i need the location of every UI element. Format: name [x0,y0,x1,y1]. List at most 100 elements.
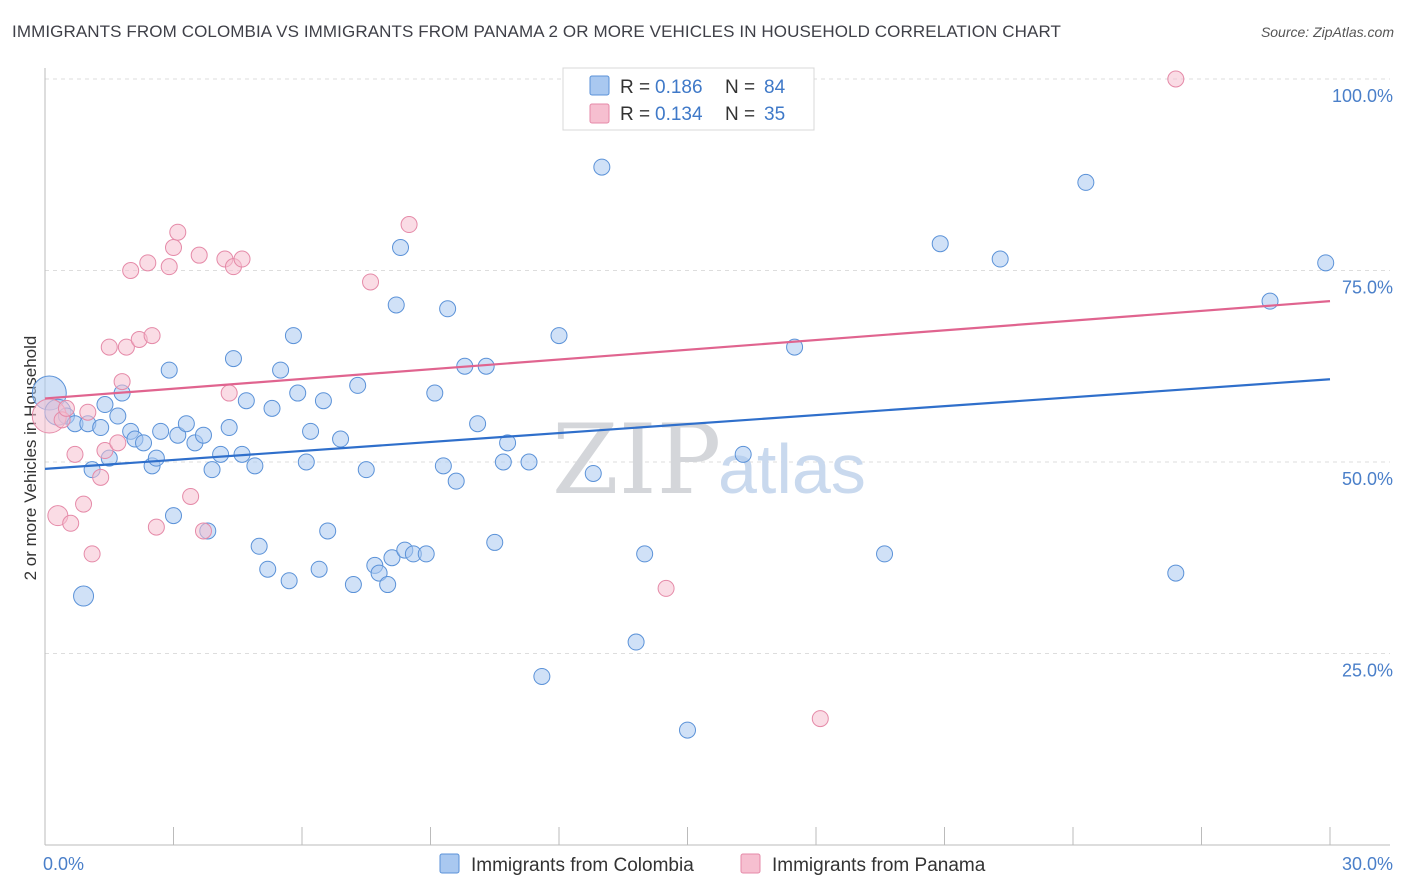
panama-point [190,246,208,264]
x-tick-labels: 0.0% 30.0% [43,854,1393,874]
legend-n-value-panama: 35 [764,104,785,125]
watermark-zip: ZIP [552,404,721,516]
y-tick-label: 75.0% [1342,278,1393,298]
colombia-point [289,384,307,402]
panama-point [1167,70,1185,88]
colombia-point [297,453,315,471]
colombia-point [383,549,401,567]
colombia-point [786,338,804,356]
colombia-point [931,235,949,253]
axes [44,68,1390,846]
panama-point [117,338,135,356]
panama-point [96,442,114,460]
panama-point [147,518,165,536]
colombia-point [237,392,255,410]
colombia-point [392,239,410,257]
colombia-point [160,361,178,379]
panama-point [75,495,93,513]
panama-point [194,522,212,540]
colombia-point [220,419,238,437]
y-tick-label: 25.0% [1342,661,1393,681]
legend-n-label-colombia: N = [725,77,755,98]
legend-r-label-colombia: R = [620,77,650,98]
colombia-point [494,453,512,471]
panama-point [233,250,251,268]
colombia-point [250,537,268,555]
colombia-point [469,415,487,433]
colombia-point [165,507,182,525]
colombia-point [109,407,127,425]
colombia-point [203,461,221,479]
colombia-point [177,415,195,433]
legend-r-value-panama: 0.134 [655,104,703,125]
colombia-trend-line [44,378,1331,470]
legend-r-label-panama: R = [620,104,650,125]
colombia-point [486,533,504,551]
legend-box: R = 0.186 N = 84 R = 0.134 N = 35 [562,67,815,131]
colombia-point [92,419,110,437]
y-axis-title: 2 or more Vehicles in Household [21,336,40,581]
panama-point [109,434,127,452]
colombia-point [349,376,367,394]
y-tick-labels: 25.0% 50.0% 75.0% 100.0% [1332,86,1393,681]
colombia-point [627,633,645,651]
panama-point [143,327,161,345]
colombia-point [876,545,894,563]
colombia-point [434,457,452,475]
bottom-legend-panama: Immigrants from Panama [772,855,986,876]
colombia-point [259,560,277,578]
colombia-point [272,361,290,379]
colombia-point [152,422,170,440]
colombia-point [1077,173,1095,191]
watermark: ZIP atlas [552,404,866,516]
panama-trend-line [44,300,1331,400]
colombia-point [387,296,405,314]
panama-point [79,403,97,421]
panama-point [160,258,178,276]
colombia-point [1167,564,1185,582]
colombia-point [310,560,328,578]
legend-r-value-colombia: 0.186 [655,77,703,98]
x-tick-label-min: 0.0% [43,854,84,874]
colombia-point [593,158,611,176]
panama-point [113,373,131,391]
colombia-point [147,449,165,467]
colombia-points [31,158,1335,739]
colombia-point [224,350,242,368]
colombia-point [417,545,435,563]
colombia-point [357,461,375,479]
colombia-point [426,384,444,402]
panama-point [100,338,118,356]
colombia-point [499,434,517,452]
colombia-point [135,434,153,452]
panama-point [83,545,101,563]
colombia-point [550,327,568,345]
colombia-point [1317,254,1335,272]
colombia-point [169,426,187,444]
bottom-legend-swatch-colombia [439,853,460,874]
colombia-point [447,472,465,490]
y-tick-label: 100.0% [1332,86,1393,106]
panama-point [169,223,187,241]
colombia-point [991,250,1009,268]
colombia-point [246,457,264,475]
panama-point [811,710,829,728]
bottom-legend: Immigrants from Colombia Immigrants from… [439,853,986,876]
panama-point [220,384,238,402]
colombia-point [263,399,281,417]
legend-n-value-colombia: 84 [764,77,786,98]
colombia-point [520,453,538,471]
legend-swatch-colombia [589,75,610,96]
trend-lines [44,300,1331,470]
panama-point [657,579,675,597]
panama-point [122,262,140,279]
colombia-point [679,721,696,739]
colombia-point [73,585,95,607]
bottom-legend-swatch-panama [740,853,761,874]
colombia-point [370,564,388,582]
colombia-point [533,667,551,685]
colombia-point [734,445,752,463]
colombia-point [379,576,397,594]
colombia-point [194,426,212,444]
